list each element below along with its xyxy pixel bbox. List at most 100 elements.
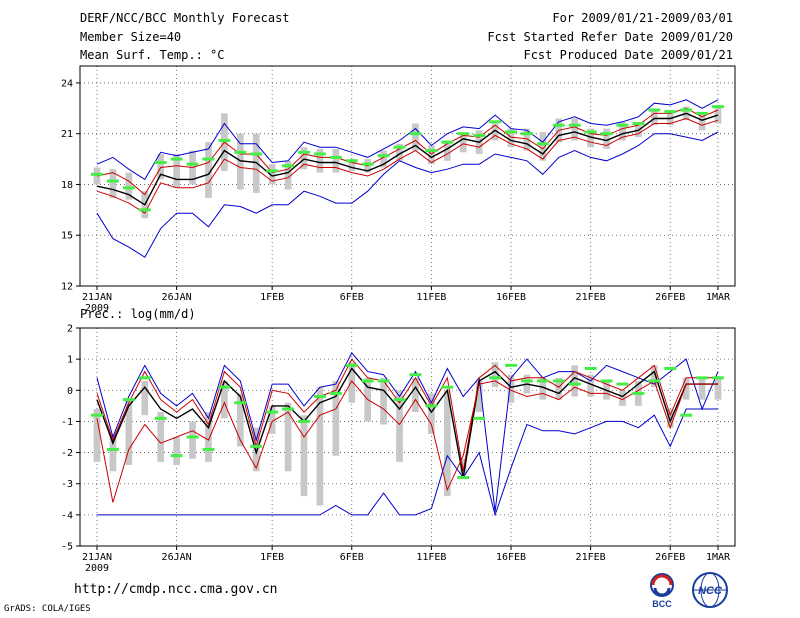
- source-url[interactable]: http://cmdp.ncc.cma.gov.cn: [74, 582, 278, 597]
- member-size-label: Member Size=40: [80, 30, 182, 44]
- observed-marker: [505, 130, 517, 134]
- ensemble-box: [268, 164, 276, 185]
- mean-line: [96, 112, 719, 206]
- observed-marker: [345, 363, 358, 367]
- y-tick-label: 18: [61, 180, 73, 191]
- observed-marker: [473, 133, 486, 137]
- ensemble-box: [491, 123, 499, 141]
- observed-marker: [298, 419, 310, 423]
- x-tick-label: 21JAN: [82, 552, 112, 563]
- y-tick-label: -4: [61, 510, 73, 521]
- observed-marker: [377, 379, 390, 383]
- ncc-logo: NCC: [688, 570, 732, 610]
- ensemble-box: [236, 393, 244, 447]
- observed-marker: [329, 391, 342, 395]
- ensemble-box: [125, 172, 133, 200]
- x-tick-label: 1FEB: [260, 552, 284, 563]
- ensemble-box: [619, 121, 626, 141]
- observed-marker: [568, 123, 581, 127]
- year-label: 2009: [85, 303, 109, 314]
- observed-marker: [632, 122, 645, 126]
- ensemble-box: [428, 393, 435, 434]
- observed-marker: [632, 391, 645, 395]
- observed-marker: [409, 132, 422, 136]
- ensemble-box: [412, 123, 419, 151]
- ensemble-box: [571, 365, 579, 397]
- ensemble-box: [380, 150, 387, 168]
- observed-marker: [282, 407, 295, 411]
- min-line: [97, 408, 718, 517]
- x-tick-label: 26JAN: [162, 292, 192, 303]
- observed-marker: [600, 132, 613, 136]
- plot-frame: [79, 65, 736, 287]
- grads-credit: GrADS: COLA/IGES: [4, 604, 91, 614]
- observed-marker: [712, 105, 724, 109]
- y-tick-label: 21: [61, 129, 73, 140]
- observed-marker: [648, 108, 661, 112]
- observed-marker: [186, 435, 199, 439]
- observed-marker: [712, 376, 724, 380]
- observed-marker: [122, 186, 135, 190]
- ensemble-box: [109, 433, 117, 472]
- ensemble-box: [491, 362, 499, 388]
- observed-marker: [170, 454, 183, 458]
- ensemble-box: [587, 128, 594, 148]
- max-line: [96, 99, 719, 181]
- observed-marker: [298, 150, 310, 154]
- observed-marker: [520, 379, 533, 383]
- lower-line: [96, 380, 718, 503]
- y-tick-label: 1: [67, 355, 73, 366]
- min-line: [96, 131, 719, 258]
- x-tick-label: 6FEB: [340, 292, 364, 303]
- y-tick-label: -2: [61, 448, 73, 459]
- ensemble-box: [666, 408, 674, 428]
- forecast-started-label: Fcst Started Refer Date 2009/01/20: [487, 30, 733, 44]
- observed-marker: [457, 475, 470, 479]
- observed-marker: [425, 149, 438, 153]
- ensemble-box: [125, 399, 133, 466]
- observed-marker: [361, 162, 374, 166]
- ensemble-box: [205, 142, 212, 198]
- ensemble-box: [236, 133, 244, 190]
- ensemble-box: [555, 377, 563, 400]
- ncc-logo-text: NCC: [698, 585, 723, 597]
- ensemble-box: [619, 390, 626, 406]
- x-tick-label: 6FEB: [340, 552, 364, 563]
- y-tick-label: -3: [61, 479, 73, 490]
- temperature-variable-label: Mean Surf. Temp.: °C: [80, 48, 225, 62]
- ensemble-box: [523, 128, 531, 151]
- ensemble-box: [539, 377, 547, 400]
- bcc-logo: BCC: [640, 570, 684, 610]
- x-tick-label: 16FEB: [496, 552, 526, 563]
- x-tick-label: 11FEB: [416, 552, 446, 563]
- x-tick-label: 21FEB: [576, 552, 606, 563]
- y-tick-label: 15: [61, 231, 73, 242]
- observed-marker: [552, 379, 565, 383]
- observed-marker: [441, 385, 454, 389]
- observed-marker: [536, 142, 549, 146]
- ensemble-box: [380, 377, 387, 425]
- observed-marker: [680, 413, 693, 417]
- ensemble-box: [650, 110, 658, 126]
- observed-marker: [313, 152, 326, 156]
- upper-line: [96, 358, 718, 472]
- observed-marker: [154, 160, 167, 164]
- ensemble-box: [714, 377, 722, 400]
- ensemble-box: [459, 458, 467, 475]
- observed-marker: [696, 376, 709, 380]
- ensemble-box: [109, 169, 117, 198]
- observed-marker: [122, 398, 135, 402]
- ensemble-box: [682, 377, 690, 400]
- x-tick-label: 21FEB: [576, 292, 606, 303]
- ensemble-box: [157, 412, 165, 462]
- ensemble-box: [205, 412, 212, 462]
- observed-marker: [91, 413, 103, 417]
- observed-marker: [600, 379, 613, 383]
- observed-marker: [664, 110, 677, 114]
- mean-line: [96, 367, 718, 478]
- ensemble-box: [650, 365, 658, 388]
- ensemble-box: [252, 427, 260, 472]
- ensemble-box: [221, 380, 228, 419]
- observed-marker: [664, 366, 677, 370]
